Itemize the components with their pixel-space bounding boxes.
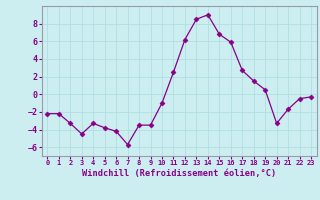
X-axis label: Windchill (Refroidissement éolien,°C): Windchill (Refroidissement éolien,°C) <box>82 169 276 178</box>
